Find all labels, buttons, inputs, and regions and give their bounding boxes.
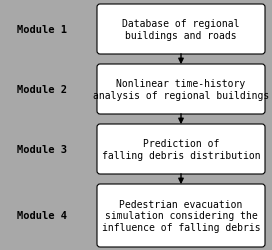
Text: Pedestrian evacuation
simulation considering the
influence of falling debris: Pedestrian evacuation simulation conside… — [102, 199, 260, 232]
FancyBboxPatch shape — [97, 124, 265, 174]
Text: Nonlinear time-history
analysis of regional buildings: Nonlinear time-history analysis of regio… — [93, 79, 269, 100]
Text: Prediction of
falling debris distribution: Prediction of falling debris distributio… — [102, 139, 260, 160]
Text: Module 3: Module 3 — [17, 144, 67, 154]
Text: Module 1: Module 1 — [17, 25, 67, 35]
Text: Module 2: Module 2 — [17, 85, 67, 94]
FancyBboxPatch shape — [97, 65, 265, 114]
FancyBboxPatch shape — [97, 5, 265, 55]
Text: Module 4: Module 4 — [17, 211, 67, 220]
Text: Database of regional
buildings and roads: Database of regional buildings and roads — [122, 19, 240, 41]
FancyBboxPatch shape — [97, 184, 265, 247]
